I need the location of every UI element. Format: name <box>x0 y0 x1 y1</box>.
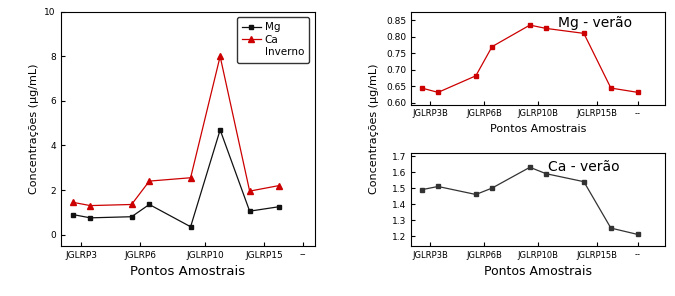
Y-axis label: Concentrações (μg/mL): Concentrações (μg/mL) <box>29 64 39 194</box>
Mg <box>275 205 284 208</box>
X-axis label: Pontos Amostrais: Pontos Amostrais <box>484 265 592 278</box>
Line: Mg: Mg <box>70 128 281 229</box>
Line: Ca: Ca <box>70 53 282 209</box>
Mg <box>86 216 95 220</box>
Ca <box>186 176 194 180</box>
Ca <box>68 200 76 204</box>
Ca <box>128 203 136 206</box>
Text: Ca - verão: Ca - verão <box>548 160 620 174</box>
Ca <box>275 184 284 187</box>
Ca <box>246 189 254 193</box>
Text: Mg - verão: Mg - verão <box>558 17 632 30</box>
Mg <box>145 203 153 206</box>
Legend: Mg, Ca, Inverno: Mg, Ca, Inverno <box>237 17 309 63</box>
Mg <box>186 225 194 229</box>
Mg <box>246 209 254 213</box>
X-axis label: Pontos Amostrais: Pontos Amostrais <box>130 265 245 278</box>
Ca <box>145 179 153 183</box>
X-axis label: Pontos Amostrais: Pontos Amostrais <box>490 124 586 134</box>
Text: Concentrações (μg/mL): Concentrações (μg/mL) <box>369 64 379 194</box>
Ca <box>216 54 224 58</box>
Mg <box>128 215 136 218</box>
Mg <box>216 128 224 132</box>
Mg <box>68 213 76 216</box>
Ca <box>86 204 95 207</box>
